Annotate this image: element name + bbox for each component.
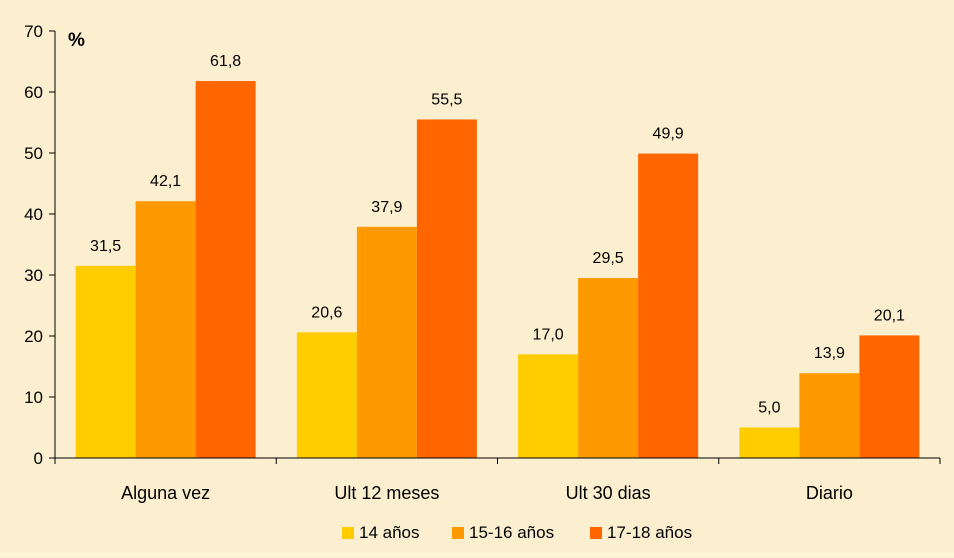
- data-label-3-0: 5,0: [758, 400, 780, 417]
- y-tick-label-6: 60: [24, 83, 43, 102]
- bar-3-2: [859, 335, 920, 458]
- category-label-0: Alguna vez: [121, 483, 210, 503]
- bar-3-1: [799, 373, 860, 458]
- category-label-2: Ult 30 dias: [566, 483, 651, 503]
- data-labels-group: 31,5 42,1 61,8 20,6 37,9 55,5 17,0 29,5 49,9 5,0 1…: [90, 53, 905, 416]
- y-tick-label-4: 40: [24, 205, 43, 224]
- bar-2-0: [518, 354, 579, 458]
- y-tick-label-2: 20: [24, 327, 43, 346]
- legend-label-2: 17-18 años: [607, 523, 692, 542]
- y-tick-label-7: 70: [24, 22, 43, 41]
- y-tick-label-5: 50: [24, 144, 43, 163]
- legend: 14 años 15-16 años 17-18 años: [342, 523, 692, 542]
- category-label-1: Ult 12 meses: [334, 483, 439, 503]
- bar-2-1: [578, 278, 639, 458]
- bars-group: [75, 81, 920, 459]
- data-label-3-1: 13,9: [814, 345, 845, 362]
- legend-swatch-1: [452, 527, 464, 539]
- bar-1-1: [356, 226, 417, 458]
- category-label-3: Diario: [806, 483, 853, 503]
- y-tick-label-3: 30: [24, 266, 43, 285]
- data-label-1-0: 20,6: [311, 304, 342, 321]
- data-label-2-2: 49,9: [653, 126, 684, 143]
- bar-3-0: [739, 427, 800, 458]
- bar-2-2: [638, 153, 699, 459]
- axes-group: Alguna vez Ult 12 meses Ult 30 dias Diario 0…: [24, 22, 941, 503]
- legend-swatch-2: [590, 527, 602, 539]
- y-tick-label-0: 0: [34, 449, 43, 468]
- legend-label-1: 15-16 años: [469, 523, 554, 542]
- bar-0-0: [75, 265, 136, 458]
- data-label-0-0: 31,5: [90, 238, 121, 255]
- bar-1-2: [416, 119, 477, 458]
- y-tick-label-1: 10: [24, 388, 43, 407]
- legend-swatch-0: [342, 527, 354, 539]
- data-label-1-2: 55,5: [431, 91, 462, 108]
- data-label-2-0: 17,0: [533, 326, 564, 343]
- bar-0-2: [195, 81, 256, 459]
- data-label-2-1: 29,5: [593, 250, 624, 267]
- legend-label-0: 14 años: [359, 523, 420, 542]
- data-label-3-2: 20,1: [874, 307, 905, 324]
- data-label-0-1: 42,1: [150, 173, 181, 190]
- bar-1-0: [296, 332, 357, 458]
- unit-label: %: [68, 30, 85, 51]
- bar-0-1: [135, 201, 196, 458]
- data-label-1-1: 37,9: [371, 199, 402, 216]
- data-label-0-2: 61,8: [210, 53, 241, 70]
